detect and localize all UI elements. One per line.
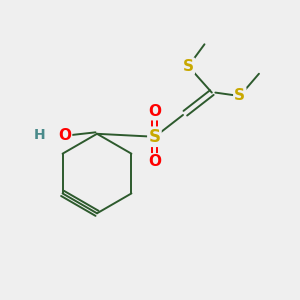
Text: H: H: [34, 128, 45, 142]
Text: S: S: [234, 88, 245, 103]
Text: O: O: [148, 154, 161, 169]
Text: S: S: [148, 128, 160, 146]
Text: O: O: [58, 128, 71, 143]
Text: S: S: [183, 58, 194, 74]
Text: O: O: [148, 104, 161, 119]
